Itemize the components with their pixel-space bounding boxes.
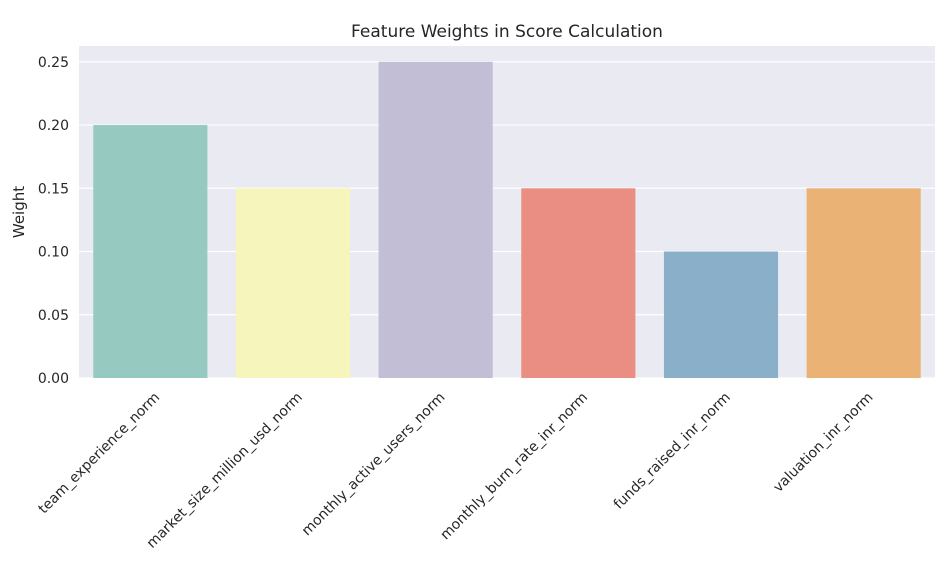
y-tick-label: 0.25 <box>38 55 69 71</box>
y-tick-labels: 0.00 0.05 0.10 0.15 0.20 0.25 <box>38 55 69 387</box>
y-tick-label: 0.05 <box>38 308 69 324</box>
bar-team-experience-norm <box>93 125 208 378</box>
bars <box>93 61 921 379</box>
bar-monthly-active-users-norm <box>378 61 493 379</box>
bar-monthly-burn-rate-inr-norm <box>521 188 636 378</box>
x-tick-label: valuation_inr_norm <box>770 390 876 496</box>
y-tick-label: 0.15 <box>38 181 69 197</box>
y-tick-label: 0.10 <box>38 245 69 261</box>
x-tick-label: market_size_million_usd_norm <box>144 390 306 552</box>
y-axis-label: Weight <box>10 186 28 238</box>
bar-valuation-inr-norm <box>806 188 921 378</box>
x-tick-label: monthly_burn_rate_inr_norm <box>437 390 591 544</box>
gridlines <box>79 61 935 379</box>
x-tick-label: team_experience_norm <box>36 390 164 518</box>
x-tick-label: funds_raised_inr_norm <box>611 390 734 513</box>
y-tick-label: 0.20 <box>38 118 69 134</box>
plot-background <box>79 46 935 378</box>
x-tick-labels: team_experience_normmarket_size_million_… <box>36 390 877 552</box>
bar-funds-raised-inr-norm <box>663 251 779 378</box>
x-tick-label: monthly_active_users_norm <box>299 390 449 540</box>
bar-market-size-million-usd-norm <box>235 188 351 378</box>
chart-title: Feature Weights in Score Calculation <box>351 22 663 42</box>
y-tick-label: 0.00 <box>38 371 69 387</box>
